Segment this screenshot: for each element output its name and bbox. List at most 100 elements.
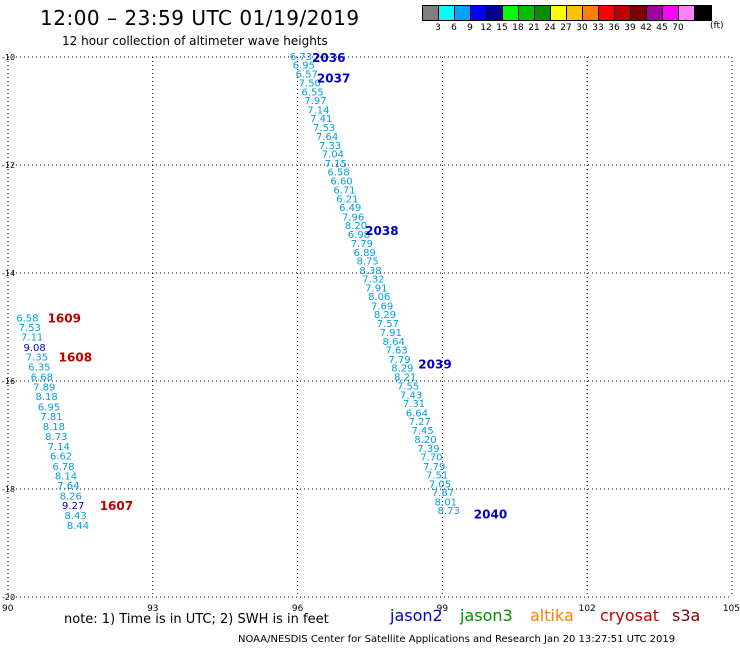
jason2-data-point: 7.53 [313,123,335,134]
jason2-data-point: 7.96 [342,212,364,223]
jason2-data-point: 7.43 [400,391,422,402]
y-tick-label: -20 [2,593,15,602]
cryosat-time-label: 1607 [100,499,133,513]
cryosat-data-point: 7.35 [26,353,48,364]
jason2-data-point: 8.29 [374,310,396,321]
y-tick-label: -16 [2,377,15,386]
time-labels: 2036 2037 2038 2039 2040 1609 1608 1607 [48,51,508,521]
footer-note: note: 1) Time is in UTC; 2) SWH is in fe… [64,612,329,627]
jason2-data-point: 6.21 [336,194,358,205]
legend-unit: (ft) [710,21,724,31]
jason2-data-point: 6.55 [301,88,323,99]
satellite-jason3: jason3 [460,606,513,625]
x-tick-labels: 90 93 96 99 102 105 [2,604,740,614]
cryosat-data-point: 9.27 [62,501,84,512]
legend-swatch [695,6,711,20]
data-points: 6.736.956.577.506.557.977.147.417.537.64… [16,52,460,532]
cryosat-data-point: 6.78 [52,462,74,473]
jason2-data-point: 8.21 [394,373,416,384]
legend-swatch [663,6,679,20]
cryosat-data-point: 6.35 [28,362,50,373]
jason2-data-point: 8.01 [435,497,457,508]
x-tick-label: 93 [147,604,158,614]
legend-swatch [567,6,583,20]
legend-label: 27 [560,23,572,33]
legend-swatch [583,6,599,20]
jason2-data-point: 7.45 [412,426,434,437]
jason2-data-point: 6.95 [293,61,315,72]
x-tick-label: 90 [2,604,14,614]
legend-swatch [647,6,663,20]
legend-label: 45 [656,23,668,33]
cryosat-data-point: 6.58 [16,313,38,324]
jason2-data-point: 7.91 [365,284,387,295]
jason2-data-point: 8.38 [359,266,381,277]
legend-swatch [503,6,519,20]
cryosat-data-point: 8.14 [55,472,77,483]
jason2-data-point: 8.29 [391,364,413,375]
satellite-jason2: jason2 [390,606,443,625]
cryosat-data-point: 9.08 [23,343,45,354]
chart-grid [7,56,733,598]
legend-label: 36 [608,23,620,33]
legend-swatch [519,6,535,20]
legend-swatch [679,6,695,20]
legend-swatch [439,6,455,20]
jason2-data-point: 8.75 [356,257,378,268]
jason2-data-point: 7.97 [304,96,326,107]
legend-label: 39 [624,23,636,33]
jason2-data-point: 7.04 [322,150,344,161]
legend-swatch [471,6,487,20]
jason2-data-point: 7.15 [325,159,347,170]
jason2-data-point: 8.64 [383,337,405,348]
jason2-time-label: 2039 [418,358,451,372]
jason2-data-point: 6.49 [339,203,361,214]
jason2-data-point: 7.27 [409,417,431,428]
legend-swatches [422,5,712,21]
legend-label: 18 [512,23,524,33]
jason2-data-point: 7.91 [380,328,402,339]
x-tick-label: 96 [292,604,304,614]
cryosat-data-point: 8.26 [60,491,82,502]
legend-label: 33 [592,23,604,33]
jason2-time-label: 2040 [474,507,507,521]
y-tick-label: -14 [2,269,15,278]
legend-labels: 3 6 9 12 15 18 21 24 27 30 33 36 39 42 45 70 [422,21,712,33]
y-tick-labels: -10 -12 -14 -16 -18 -20 [2,53,15,602]
jason2-time-label: 2036 [312,51,345,65]
legend-label: 6 [451,23,457,33]
jason2-data-point: 7.79 [388,355,410,366]
cryosat-data-point: 7.64 [57,481,79,492]
x-tick-label: 105 [723,604,740,614]
cryosat-data-point: 6.62 [50,452,72,463]
cryosat-data-point: 8.73 [45,432,67,443]
cryosat-data-point: 8.18 [36,392,58,403]
jason2-data-point: 7.64 [316,132,338,143]
jason2-data-point: 7.31 [403,399,425,410]
cryosat-data-point: 7.81 [40,412,62,423]
jason2-data-point: 7.79 [423,462,445,473]
jason2-data-point: 7.33 [319,141,341,152]
jason2-data-point: 7.14 [307,105,329,116]
jason2-data-point: 6.64 [406,408,428,419]
jason2-data-point: 7.63 [385,346,407,357]
jason2-data-point: 6.57 [296,70,318,81]
cryosat-time-label: 1608 [59,351,92,365]
cryosat-time-label: 1609 [48,311,81,325]
satellite-cryosat: cryosat [600,606,660,625]
y-tick-label: -18 [2,485,15,494]
jason2-data-point: 8.20 [414,435,436,446]
y-tick-label: -12 [2,161,15,170]
cryosat-data-point: 8.18 [43,422,65,433]
jason2-data-point: 7.05 [429,480,451,491]
jason2-data-point: 6.98 [348,230,370,241]
cryosat-data-point: 8.44 [67,521,89,532]
jason2-data-point: 7.41 [310,114,332,125]
jason2-data-point: 6.58 [328,167,350,178]
cryosat-data-point: 7.14 [48,442,70,453]
legend-label: 9 [467,23,473,33]
jason2-data-point: 7.50 [299,78,321,89]
color-legend: 3 6 9 12 15 18 21 24 27 30 33 36 39 42 45 70 [422,5,712,33]
jason2-data-point: 7.55 [397,381,419,392]
jason2-data-point: 7.57 [377,319,399,330]
